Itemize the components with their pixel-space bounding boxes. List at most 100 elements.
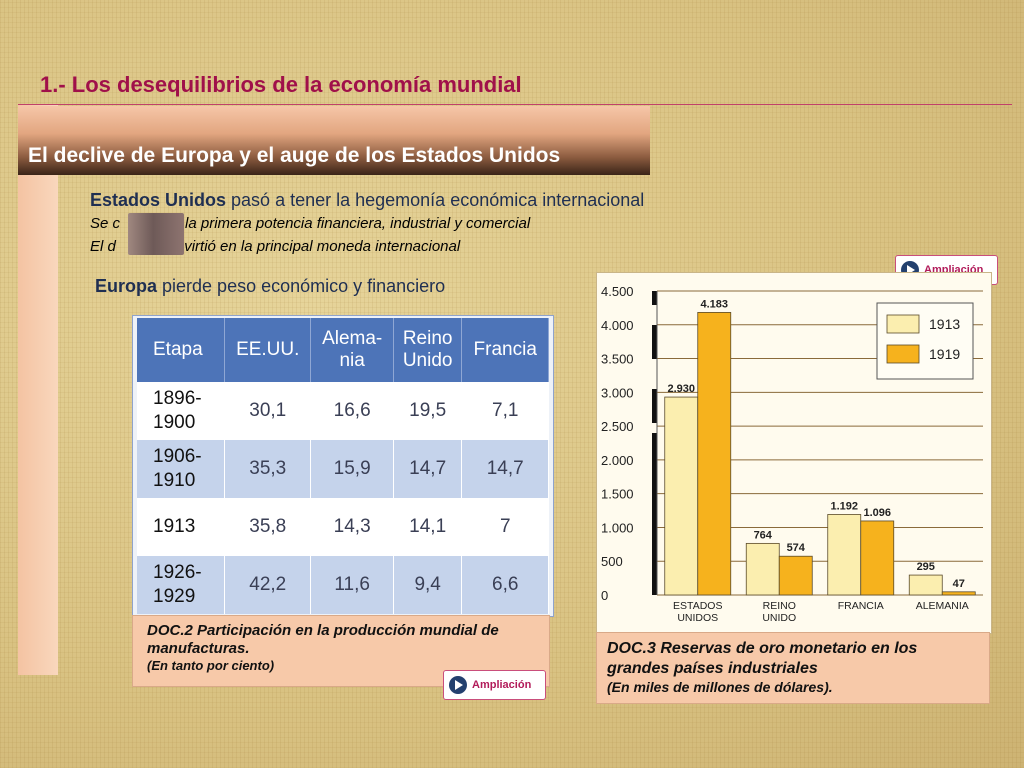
table-row: 1926- 1929 42,2 11,6 9,4 6,6: [137, 556, 549, 614]
doc2-caption-subtitle: (En tanto por ciento): [147, 658, 275, 673]
cell-francia: 6,6: [461, 556, 549, 614]
cell-alemania: 15,9: [310, 440, 394, 498]
cell-alemania: 16,6: [310, 382, 394, 440]
page-title: 1.- Los desequilibrios de la economía mu…: [40, 72, 522, 97]
x-category-label: FRANCIA: [838, 600, 884, 612]
x-category-label: ALEMANIA: [916, 600, 969, 612]
cell-francia: 7,1: [461, 382, 549, 440]
cell-eeuu: 30,1: [224, 382, 312, 440]
bar-1913: [745, 542, 780, 596]
y-tick-label: 1.000: [601, 520, 634, 535]
x-category-label: REINO: [763, 600, 796, 612]
europe-label: Europa: [95, 276, 158, 296]
y-axis-bar-gap: [652, 305, 657, 325]
point-us-hegemony: Estados Unidos pasó a tener la hegemonía…: [90, 190, 644, 211]
us-hegemony-text: pasó a tener la hegemonía económica inte…: [226, 190, 645, 210]
ampliacion-label: Ampliación: [472, 679, 532, 691]
cell-alemania: 11,6: [310, 556, 394, 614]
x-category-label: UNIDOS: [677, 612, 718, 624]
doc3-chart-frame: 0 500 1.000 1.500 2.000 2.500 3.000 3.500 4.000 4…: [596, 272, 992, 634]
doc2-caption-title: DOC.2 Participación en la producción mun…: [147, 622, 499, 657]
y-tick-label: 500: [601, 554, 623, 569]
column-header-reino-unido: Reino Unido: [393, 318, 463, 382]
image-occlusion: [128, 213, 184, 255]
table-row: 1906- 1910 35,3 15,9 14,7 14,7: [137, 440, 549, 498]
europe-decline-text: pierde peso económico y financiero: [157, 276, 446, 296]
y-tick-label: 4.000: [601, 318, 634, 333]
bar-1919: [778, 555, 813, 596]
title-divider: [18, 104, 1012, 105]
us-label: Estados Unidos: [90, 190, 227, 210]
bar-1919: [860, 520, 895, 596]
doc3-caption: DOC.3 Reservas de oro monetario en los g…: [596, 632, 990, 704]
cell-eeuu: 42,2: [224, 556, 312, 614]
point-europe-decline: Europa pierde peso económico y financier…: [95, 276, 445, 297]
bar-1919: [697, 312, 732, 596]
doc3-caption-subtitle: (En miles de millones de dólares).: [607, 679, 833, 695]
cell-francia: 7: [461, 498, 549, 556]
section-banner: El declive de Europa y el auge de los Es…: [18, 106, 650, 175]
bar-value-label: 1.096: [863, 507, 891, 519]
y-axis-bar-gap: [652, 359, 657, 389]
cell-alemania: 14,3: [310, 498, 394, 556]
bar-value-label: 47: [953, 578, 965, 590]
manufacturing-share-table: Etapa EE.UU. Alema- nia Reino Unido Fran…: [137, 318, 549, 614]
y-tick-label: 4.500: [601, 284, 634, 299]
legend-label: 1919: [929, 346, 960, 362]
bar-1913: [827, 514, 862, 596]
financial-power-rest: en la primera potencia financiera, indus…: [160, 215, 531, 232]
cell-etapa: 1913: [137, 498, 225, 556]
bar-value-label: 764: [754, 529, 773, 541]
bar-value-label: 295: [917, 561, 935, 573]
column-header-eeuu: EE.UU.: [224, 318, 312, 382]
y-axis-bar: [652, 291, 657, 595]
dollar-currency-rest: convirtió en la principal moneda interna…: [155, 238, 461, 255]
gold-reserves-chart: 0 500 1.000 1.500 2.000 2.500 3.000 3.500 4.000 4…: [601, 284, 983, 624]
bar-value-label: 574: [787, 542, 806, 554]
x-category-label: UNIDO: [762, 612, 796, 624]
table-row: 1913 35,8 14,3 14,1 7: [137, 498, 549, 556]
cell-etapa: 1896- 1900: [137, 382, 225, 440]
cell-francia: 14,7: [461, 440, 549, 498]
bar-1919: [941, 591, 976, 596]
cell-eeuu: 35,3: [224, 440, 312, 498]
x-category-label: ESTADOS: [673, 600, 722, 612]
y-tick-label: 3.000: [601, 385, 634, 400]
cell-reino-unido: 14,7: [393, 440, 463, 498]
column-header-francia: Francia: [461, 318, 549, 382]
y-tick-label: 2.000: [601, 453, 634, 468]
section-heading: El declive de Europa y el auge de los Es…: [28, 144, 561, 167]
y-tick-label: 2.500: [601, 419, 634, 434]
cell-etapa: 1926- 1929: [137, 556, 225, 614]
cell-etapa: 1906- 1910: [137, 440, 225, 498]
doc2-table-frame: Etapa EE.UU. Alema- nia Reino Unido Fran…: [132, 315, 554, 617]
bar-1913: [908, 574, 943, 596]
cell-reino-unido: 19,5: [393, 382, 463, 440]
bar-value-label: 4.183: [700, 298, 728, 310]
y-tick-label: 1.500: [601, 487, 634, 502]
cell-reino-unido: 9,4: [393, 556, 463, 614]
legend-swatch-1919: [886, 344, 920, 364]
legend-label: 1913: [929, 316, 960, 332]
point-dollar-currency: El d convirtió en la principal moneda in…: [90, 238, 460, 255]
legend-box: [876, 302, 974, 380]
point-financial-power: Se c en la primera potencia financiera, …: [90, 215, 530, 232]
doc3-caption-title: DOC.3 Reservas de oro monetario en los g…: [607, 640, 918, 677]
y-tick-label: 0: [601, 588, 608, 603]
ampliacion-button-table[interactable]: Ampliación: [443, 670, 546, 700]
column-header-alemania: Alema- nia: [310, 318, 394, 382]
cell-reino-unido: 14,1: [393, 498, 463, 556]
bar-value-label: 2.930: [667, 383, 695, 395]
bar-1913: [664, 396, 699, 596]
dollar-currency-start: El d: [90, 238, 116, 255]
column-header-etapa: Etapa: [137, 318, 225, 382]
table-row: 1896- 1900 30,1 16,6 19,5 7,1: [137, 382, 549, 440]
y-axis-bar-gap: [652, 423, 657, 433]
play-icon: [449, 676, 467, 694]
cell-eeuu: 35,8: [224, 498, 312, 556]
bar-value-label: 1.192: [830, 500, 858, 512]
left-decorative-strip: [18, 105, 58, 675]
legend-swatch-1913: [886, 314, 920, 334]
y-tick-label: 3.500: [601, 352, 634, 367]
financial-power-start: Se c: [90, 215, 121, 232]
